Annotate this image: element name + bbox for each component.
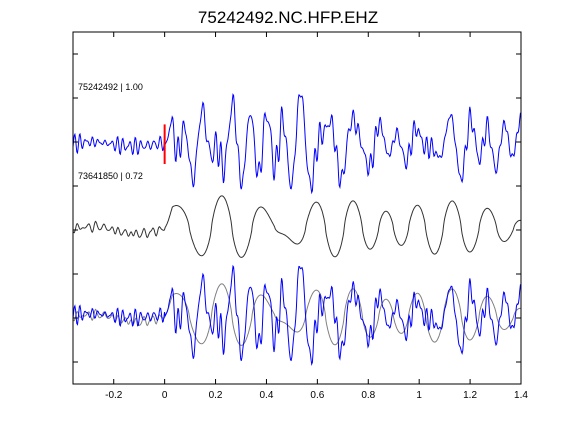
x-tick-label: 1 <box>416 390 422 401</box>
x-tick-label: -0.2 <box>105 390 123 401</box>
axis-ticks: -0.2 0 0.2 0.4 0.6 0.8 1 1.2 1.4 <box>73 32 528 401</box>
trace-line-1 <box>72 93 522 195</box>
x-tick-label: 0.2 <box>209 390 223 401</box>
trace-label-2: 73641850 | 0.72 <box>78 171 143 181</box>
trace-line-2 <box>72 195 521 258</box>
x-tick-label: 1.4 <box>514 390 528 401</box>
plot-content: 75242492 | 1.00 73641850 | 0.72 <box>72 82 522 366</box>
x-tick-label: 0.6 <box>310 390 324 401</box>
x-tick-label: 0.8 <box>361 390 375 401</box>
trace-label-1: 75242492 | 1.00 <box>78 82 143 92</box>
x-tick-label: 0.4 <box>260 390 274 401</box>
overlay-gray-line <box>72 283 521 346</box>
x-tick-label: 0 <box>162 390 168 401</box>
chart-title: 75242492.NC.HFP.EHZ <box>198 8 378 27</box>
overlay-blue-line <box>72 264 522 366</box>
x-tick-label: 1.2 <box>463 390 477 401</box>
plot-frame <box>72 31 522 385</box>
